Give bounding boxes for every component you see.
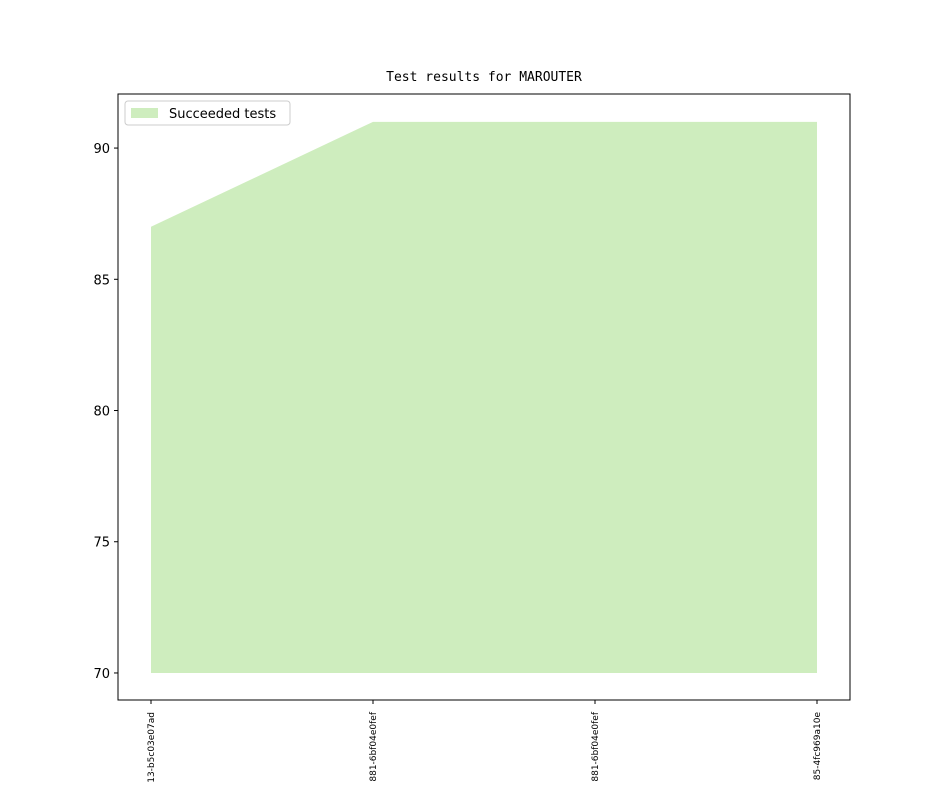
y-tick-label: 90 [93,142,110,157]
legend-box [124,100,291,126]
plot-frame [117,93,851,701]
x-tick-label: 13-b5c03e07ad [147,712,157,783]
chart-title: Test results for MAROUTER [386,70,582,85]
area [151,121,817,673]
legend-label: Succeeded tests [169,107,276,122]
y-tick-label: 75 [93,536,110,551]
y-tick-label: 85 [93,273,110,288]
y-tick-label: 70 [93,667,110,682]
x-tick-label: 881-6bf04e0fef [591,711,601,781]
y-tick-label: 80 [93,405,110,420]
legend-swatch [131,108,158,118]
x-tick-label: 881-6bf04e0fef [369,711,379,781]
x-tick-label: 85-4fc969a10e [813,712,823,781]
